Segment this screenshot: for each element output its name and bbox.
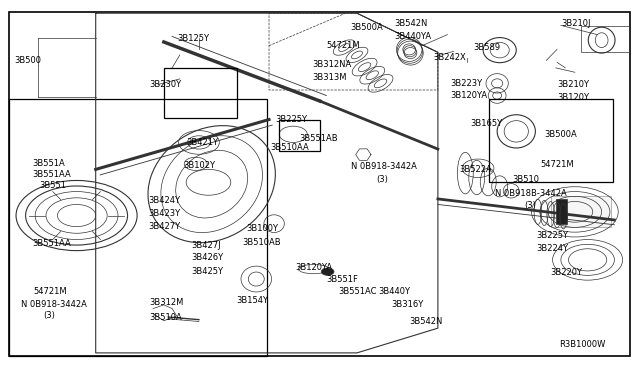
Text: 3B220Y: 3B220Y	[550, 268, 582, 277]
Text: 3B500A: 3B500A	[544, 130, 577, 139]
Text: 3B102Y: 3B102Y	[183, 161, 215, 170]
Text: 3B551: 3B551	[40, 182, 67, 190]
Text: 3B424Y: 3B424Y	[148, 196, 180, 205]
Text: 54721M: 54721M	[33, 287, 67, 296]
Text: 3B427J: 3B427J	[191, 241, 221, 250]
Text: 3B551AA: 3B551AA	[32, 239, 71, 248]
Text: 3B120Y: 3B120Y	[557, 93, 589, 102]
Text: 3B440Y: 3B440Y	[379, 287, 411, 296]
Text: 3B210J: 3B210J	[561, 19, 590, 28]
Text: 54721M: 54721M	[540, 160, 574, 169]
Text: 3B242X: 3B242X	[433, 53, 466, 62]
Text: 3B510AA: 3B510AA	[270, 143, 309, 152]
Text: 3B421Y: 3B421Y	[186, 138, 218, 147]
Text: 3B510: 3B510	[513, 175, 540, 184]
Text: 3B425Y: 3B425Y	[191, 267, 223, 276]
Text: 54721M: 54721M	[326, 41, 360, 50]
Text: 3B225Y: 3B225Y	[275, 115, 307, 124]
Text: 3B510A: 3B510A	[149, 312, 182, 321]
Text: 3B230Y: 3B230Y	[149, 80, 181, 89]
Text: 3B100Y: 3B100Y	[246, 224, 278, 233]
Text: 3B551AA: 3B551AA	[32, 170, 71, 179]
Text: 3B120YA: 3B120YA	[296, 263, 333, 272]
Circle shape	[321, 268, 334, 275]
Bar	[550, 196, 611, 227]
Text: N 0B918B-3442A: N 0B918B-3442A	[495, 189, 567, 198]
Text: 3B224Y: 3B224Y	[537, 244, 569, 253]
Text: 3B225Y: 3B225Y	[537, 231, 569, 240]
Text: 3B551F: 3B551F	[326, 275, 358, 283]
Text: 3B313M: 3B313M	[312, 73, 347, 81]
Text: 3B312NA: 3B312NA	[312, 60, 351, 69]
Text: 3B589: 3B589	[473, 43, 500, 52]
Text: (3): (3)	[524, 201, 536, 210]
Text: 3B542N: 3B542N	[409, 317, 443, 326]
Text: 3B312M: 3B312M	[149, 298, 184, 307]
Bar	[9, 99, 267, 356]
Text: 3B510AB: 3B510AB	[243, 238, 281, 247]
Text: 3B440YA: 3B440YA	[394, 32, 431, 41]
Text: 3B210Y: 3B210Y	[557, 80, 589, 89]
Bar	[556, 199, 567, 224]
Text: N 0B918-3442A: N 0B918-3442A	[20, 300, 86, 309]
Text: 3B120YA: 3B120YA	[451, 91, 488, 100]
Text: 3B551AC: 3B551AC	[338, 287, 376, 296]
Text: 3B542N: 3B542N	[394, 19, 428, 28]
Text: 3B316Y: 3B316Y	[392, 300, 424, 310]
Text: 3B427Y: 3B427Y	[148, 222, 180, 231]
Bar	[164, 68, 237, 118]
Text: 3B426Y: 3B426Y	[191, 253, 223, 263]
Text: 3B500A: 3B500A	[351, 23, 383, 32]
Text: R3B1000W: R3B1000W	[559, 340, 605, 349]
Text: (3): (3)	[43, 311, 54, 320]
Text: 3B551AB: 3B551AB	[300, 134, 338, 143]
Text: 3B500: 3B500	[14, 56, 41, 65]
Text: (3): (3)	[376, 175, 388, 184]
Bar	[278, 119, 320, 151]
Text: 3B125Y: 3B125Y	[177, 34, 209, 43]
Text: 3B551A: 3B551A	[32, 159, 65, 169]
Bar	[581, 26, 629, 52]
Text: 3B154Y: 3B154Y	[236, 296, 268, 305]
Text: N 0B918-3442A: N 0B918-3442A	[351, 162, 417, 171]
Text: 3B223Y: 3B223Y	[451, 79, 483, 88]
Bar	[489, 99, 613, 182]
Text: 3B522A: 3B522A	[459, 165, 492, 174]
Text: 3B423Y: 3B423Y	[148, 209, 180, 218]
Text: 3B165Y: 3B165Y	[470, 119, 502, 128]
